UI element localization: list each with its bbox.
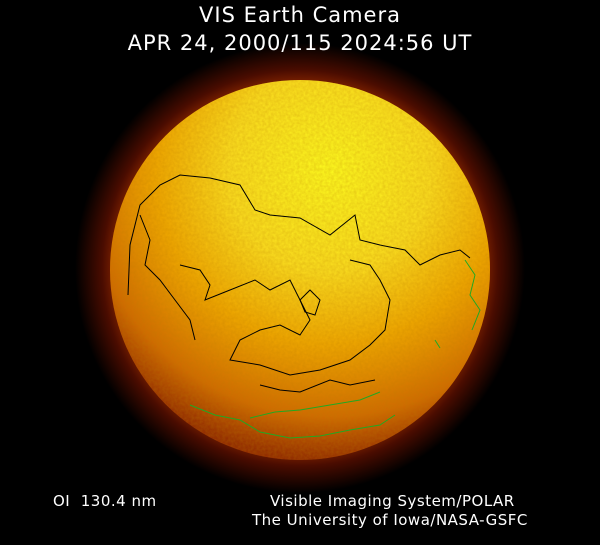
image-timestamp: APR 24, 2000/115 2024:56 UT — [127, 31, 473, 55]
coastlines-night — [189, 259, 481, 439]
image-noise — [110, 80, 490, 460]
filter-wavelength: OI 130.4 nm — [53, 492, 157, 510]
coastlines-day — [127, 174, 471, 393]
instrument-label: Visible Imaging System/POLAR — [270, 492, 515, 510]
institution-label: The University of Iowa/NASA-GSFC — [252, 511, 528, 529]
image-title: VIS Earth Camera — [199, 3, 401, 27]
